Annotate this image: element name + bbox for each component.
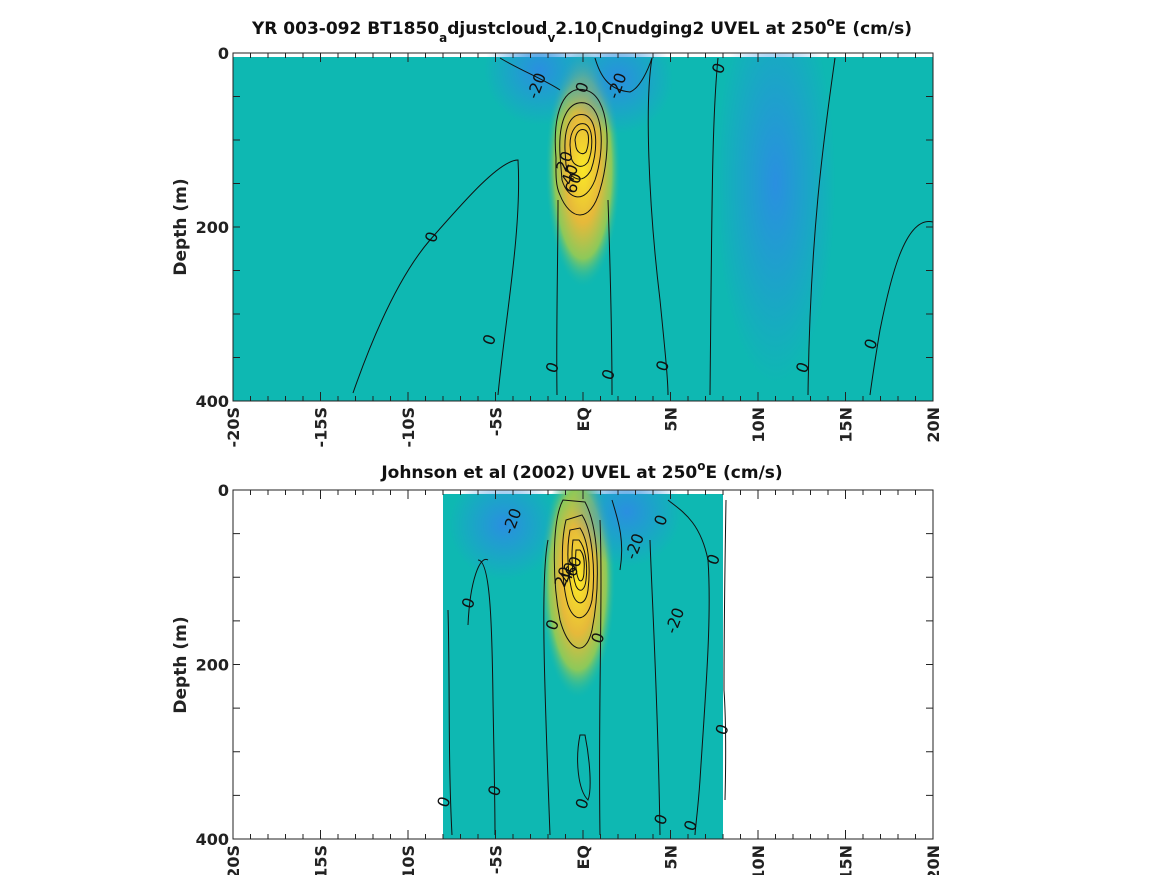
contour-line [599, 519, 602, 836]
x-tick-label: -15S [312, 407, 331, 447]
contour-line [553, 499, 598, 649]
contour-lines-model [352, 57, 933, 396]
x-tick-label: EQ [574, 407, 593, 432]
contour-line [352, 159, 520, 396]
contour-line [807, 57, 836, 396]
y-tick-label: 0 [218, 481, 229, 500]
contour-line [569, 123, 593, 167]
contour-line [467, 558, 489, 626]
axis-ticks-model: -20S -15S -10S -5S EQ 5N 10N 15N 20N 0 200 400 [196, 44, 943, 447]
x-tick-label: -15S [312, 845, 331, 875]
plot-frame-observations [232, 489, 934, 840]
x-tick-label: -5S [487, 845, 506, 874]
x-tick-label: 10N [749, 845, 768, 875]
axis-ticks-observations: -20S -15S -10S -5S EQ 5N 10N 15N 20N 0 200 400 [196, 481, 943, 875]
contour-line [723, 499, 727, 691]
y-tick-label: 400 [196, 830, 229, 849]
contour-line [559, 102, 602, 198]
y-tick-label: 200 [196, 656, 229, 675]
chart-title-observations: Johnson et al (2002) UVEL at 250oE (cm/s… [380, 459, 782, 483]
contour-line [567, 527, 590, 604]
x-tick-label: 20N [924, 845, 943, 875]
contour-line [607, 199, 613, 396]
westward-flow-blob [571, 490, 682, 567]
x-tick-label: -10S [399, 845, 418, 875]
x-tick-label: 15N [837, 407, 856, 443]
y-axis-label-observations: Depth (m) [171, 616, 191, 713]
contour-line [564, 114, 597, 180]
x-tick-label: -20S [224, 845, 243, 875]
contour-line [543, 539, 551, 836]
x-tick-label: 5N [662, 845, 681, 870]
contour-line [723, 689, 727, 801]
panel-observations: Johnson et al (2002) UVEL at 250oE (cm/s… [171, 459, 943, 875]
x-tick-label: -5S [487, 407, 506, 436]
contour-line [649, 539, 661, 836]
contour-line [556, 199, 559, 396]
contour-line [447, 609, 453, 836]
y-axis-label-model: Depth (m) [171, 178, 191, 275]
x-tick-label: -20S [224, 407, 243, 447]
velocity-field-observations [443, 490, 723, 839]
contour-line [571, 539, 588, 591]
x-tick-label: 15N [837, 845, 856, 875]
contour-line [499, 57, 561, 91]
contour-line [477, 559, 496, 836]
westward-flow-blob [715, 53, 836, 384]
contour-line [561, 514, 594, 618]
contour-line [611, 499, 623, 571]
chart-title-model: YR 003-092 BT1850adjustcloudv2.10lCnudgi… [251, 15, 912, 45]
contour-line [554, 88, 608, 216]
x-tick-label: 10N [749, 407, 768, 443]
contour-line [575, 549, 585, 582]
contour-lines-observations [447, 499, 727, 836]
contour-line [647, 57, 669, 396]
westward-flow-blob [449, 490, 560, 580]
x-tick-label: -10S [399, 407, 418, 447]
contour-line [869, 221, 933, 396]
contour-line [594, 57, 653, 93]
contour-line [577, 734, 591, 801]
contour-line [574, 129, 589, 155]
x-tick-label: 5N [662, 407, 681, 432]
x-tick-label: 20N [924, 407, 943, 443]
y-tick-label: 0 [218, 44, 229, 63]
x-tick-label: EQ [574, 845, 593, 870]
plot-frame-model [232, 52, 934, 402]
y-tick-label: 200 [196, 218, 229, 237]
panel-model: YR 003-092 BT1850adjustcloudv2.10lCnudgi… [171, 15, 943, 447]
contour-line [709, 57, 719, 396]
y-tick-label: 400 [196, 392, 229, 411]
contour-line [667, 499, 710, 836]
